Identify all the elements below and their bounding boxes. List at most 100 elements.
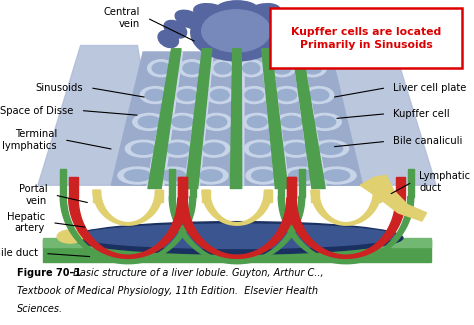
Text: Portal
vein: Portal vein bbox=[19, 184, 47, 206]
Ellipse shape bbox=[57, 230, 83, 243]
FancyBboxPatch shape bbox=[270, 8, 462, 68]
Ellipse shape bbox=[289, 170, 313, 181]
Ellipse shape bbox=[158, 31, 179, 47]
Ellipse shape bbox=[155, 167, 191, 184]
Ellipse shape bbox=[200, 170, 222, 181]
Ellipse shape bbox=[118, 167, 157, 184]
Polygon shape bbox=[360, 176, 427, 221]
Ellipse shape bbox=[161, 140, 195, 157]
Ellipse shape bbox=[270, 10, 299, 29]
Ellipse shape bbox=[238, 60, 264, 77]
Polygon shape bbox=[230, 52, 244, 185]
Bar bbox=[287, 177, 296, 198]
Polygon shape bbox=[230, 49, 242, 188]
Bar bbox=[93, 190, 100, 202]
Ellipse shape bbox=[304, 62, 322, 74]
Polygon shape bbox=[262, 49, 288, 188]
Ellipse shape bbox=[140, 87, 170, 104]
Polygon shape bbox=[292, 49, 325, 188]
Ellipse shape bbox=[206, 87, 234, 104]
Bar bbox=[43, 238, 431, 247]
Ellipse shape bbox=[246, 167, 280, 184]
Ellipse shape bbox=[285, 143, 308, 154]
Text: Kupffer cell: Kupffer cell bbox=[393, 109, 450, 119]
Text: Kupffer cells are located
Primarily in Sinusoids: Kupffer cells are located Primarily in S… bbox=[291, 27, 441, 50]
Bar bbox=[408, 169, 414, 197]
Ellipse shape bbox=[173, 87, 202, 104]
Ellipse shape bbox=[166, 113, 199, 130]
Polygon shape bbox=[293, 52, 326, 185]
Text: Bile duct: Bile duct bbox=[0, 249, 38, 258]
Ellipse shape bbox=[308, 113, 341, 130]
Ellipse shape bbox=[166, 143, 189, 154]
Ellipse shape bbox=[309, 89, 329, 101]
Text: Hepatic
artery: Hepatic artery bbox=[7, 212, 45, 233]
Polygon shape bbox=[264, 52, 326, 185]
Polygon shape bbox=[287, 198, 405, 258]
Ellipse shape bbox=[71, 222, 403, 254]
Ellipse shape bbox=[249, 143, 271, 154]
Text: Textbook of Medical Physiology, 11th Edition.  Elsevier Health: Textbook of Medical Physiology, 11th Edi… bbox=[17, 286, 318, 296]
Ellipse shape bbox=[161, 170, 185, 181]
Ellipse shape bbox=[314, 116, 336, 127]
Bar bbox=[43, 240, 431, 262]
Ellipse shape bbox=[145, 89, 165, 101]
Ellipse shape bbox=[240, 87, 268, 104]
Polygon shape bbox=[169, 197, 305, 264]
Polygon shape bbox=[184, 52, 213, 185]
Ellipse shape bbox=[133, 113, 166, 130]
Bar bbox=[178, 177, 187, 198]
Ellipse shape bbox=[252, 170, 274, 181]
Ellipse shape bbox=[152, 62, 170, 74]
Ellipse shape bbox=[295, 31, 316, 47]
Ellipse shape bbox=[323, 170, 349, 181]
Text: Bile canaliculi: Bile canaliculi bbox=[393, 136, 463, 146]
Bar bbox=[299, 169, 305, 197]
Bar bbox=[178, 177, 187, 198]
Polygon shape bbox=[262, 52, 289, 185]
Ellipse shape bbox=[164, 20, 187, 38]
Ellipse shape bbox=[317, 167, 356, 184]
Ellipse shape bbox=[300, 60, 326, 77]
Ellipse shape bbox=[244, 140, 276, 157]
Ellipse shape bbox=[203, 143, 225, 154]
Ellipse shape bbox=[287, 20, 310, 38]
Text: Liver cell plate: Liver cell plate bbox=[393, 83, 467, 93]
Bar bbox=[60, 169, 66, 197]
Ellipse shape bbox=[245, 89, 264, 101]
Ellipse shape bbox=[277, 89, 297, 101]
Bar bbox=[311, 190, 319, 202]
Text: Figure 70–1: Figure 70–1 bbox=[17, 268, 81, 278]
Bar bbox=[287, 177, 296, 198]
Bar bbox=[264, 190, 272, 202]
Text: Sciences.: Sciences. bbox=[17, 304, 63, 314]
Bar bbox=[155, 190, 163, 202]
Ellipse shape bbox=[275, 113, 308, 130]
Ellipse shape bbox=[183, 62, 201, 74]
Ellipse shape bbox=[78, 224, 396, 248]
Bar bbox=[69, 177, 78, 198]
Ellipse shape bbox=[247, 116, 267, 127]
Polygon shape bbox=[148, 49, 181, 188]
Ellipse shape bbox=[214, 62, 231, 74]
Polygon shape bbox=[313, 46, 436, 185]
Ellipse shape bbox=[124, 170, 150, 181]
Polygon shape bbox=[311, 190, 381, 225]
Text: Space of Disse: Space of Disse bbox=[0, 106, 73, 115]
Polygon shape bbox=[234, 52, 286, 185]
Bar bbox=[202, 190, 210, 202]
Polygon shape bbox=[178, 198, 296, 258]
Ellipse shape bbox=[272, 87, 301, 104]
Ellipse shape bbox=[283, 167, 319, 184]
Ellipse shape bbox=[268, 60, 296, 77]
Bar bbox=[396, 177, 405, 198]
Polygon shape bbox=[202, 190, 272, 225]
Ellipse shape bbox=[202, 10, 270, 52]
Ellipse shape bbox=[198, 140, 230, 157]
Bar bbox=[169, 169, 175, 197]
Ellipse shape bbox=[210, 89, 229, 101]
Ellipse shape bbox=[194, 4, 228, 21]
Ellipse shape bbox=[319, 143, 343, 154]
Ellipse shape bbox=[210, 60, 236, 77]
Bar bbox=[374, 190, 381, 202]
